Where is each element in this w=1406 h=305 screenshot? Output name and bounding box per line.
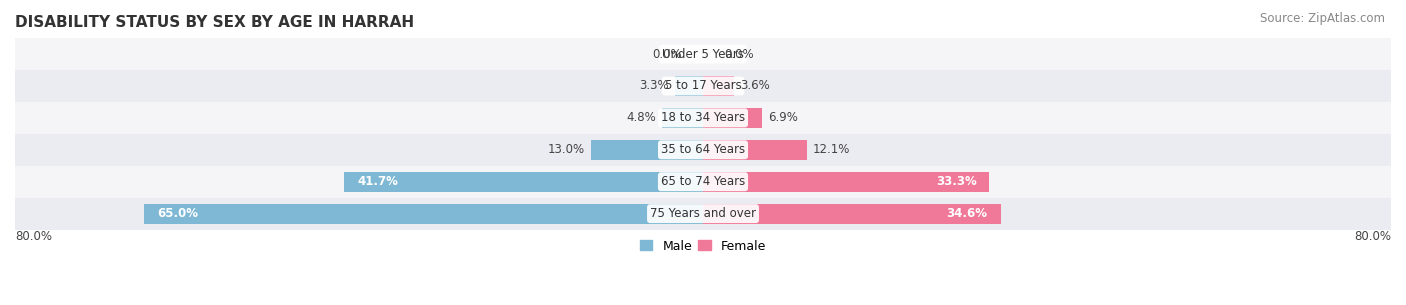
Bar (703, 108, 762, 128)
Bar (662, 108, 703, 128)
Legend: Male, Female: Male, Female (636, 235, 770, 258)
Text: 3.6%: 3.6% (740, 80, 769, 92)
Bar (344, 172, 703, 192)
Text: 13.0%: 13.0% (548, 143, 585, 156)
Text: Source: ZipAtlas.com: Source: ZipAtlas.com (1260, 12, 1385, 25)
Bar (15, 134, 1391, 166)
Text: 34.6%: 34.6% (946, 207, 987, 220)
Text: 75 Years and over: 75 Years and over (650, 207, 756, 220)
Text: 80.0%: 80.0% (15, 230, 52, 243)
Bar (703, 172, 990, 192)
Bar (703, 140, 807, 160)
Text: Under 5 Years: Under 5 Years (662, 48, 744, 61)
Text: 80.0%: 80.0% (1354, 230, 1391, 243)
Text: 12.1%: 12.1% (813, 143, 851, 156)
Bar (15, 38, 1391, 70)
Bar (143, 204, 703, 224)
Text: 65.0%: 65.0% (157, 207, 198, 220)
Text: 4.8%: 4.8% (626, 111, 655, 124)
Text: 0.0%: 0.0% (724, 48, 754, 61)
Text: 3.3%: 3.3% (638, 80, 669, 92)
Bar (703, 76, 734, 96)
Text: DISABILITY STATUS BY SEX BY AGE IN HARRAH: DISABILITY STATUS BY SEX BY AGE IN HARRA… (15, 15, 415, 30)
Text: 35 to 64 Years: 35 to 64 Years (661, 143, 745, 156)
Bar (591, 140, 703, 160)
Bar (703, 204, 1001, 224)
Text: 41.7%: 41.7% (357, 175, 398, 188)
Text: 6.9%: 6.9% (768, 111, 799, 124)
Bar (15, 102, 1391, 134)
Bar (15, 70, 1391, 102)
Text: 18 to 34 Years: 18 to 34 Years (661, 111, 745, 124)
Text: 0.0%: 0.0% (652, 48, 682, 61)
Bar (15, 166, 1391, 198)
Text: 65 to 74 Years: 65 to 74 Years (661, 175, 745, 188)
Text: 33.3%: 33.3% (936, 175, 977, 188)
Bar (15, 198, 1391, 230)
Text: 5 to 17 Years: 5 to 17 Years (665, 80, 741, 92)
Bar (675, 76, 703, 96)
